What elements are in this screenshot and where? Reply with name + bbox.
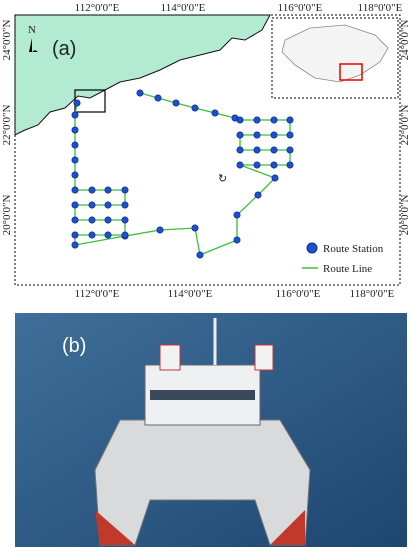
north-label: N — [28, 24, 36, 36]
ship-funnel — [159, 344, 181, 371]
route-station — [71, 171, 79, 179]
route-station — [121, 216, 129, 224]
right-label: 24°0'0"N — [399, 20, 411, 61]
route-station — [270, 131, 278, 139]
route-station — [104, 216, 112, 224]
cyclone-symbol: ↻ — [218, 173, 227, 185]
route-station — [270, 146, 278, 154]
route-station — [270, 161, 278, 169]
route-station — [71, 141, 79, 149]
route-station — [88, 186, 96, 194]
route-station — [253, 131, 261, 139]
route-station — [136, 89, 144, 97]
route-station — [88, 231, 96, 239]
route-station — [71, 156, 79, 164]
route-station — [73, 99, 81, 107]
route-station — [196, 251, 204, 259]
route-station — [71, 126, 79, 134]
route-station — [71, 241, 79, 249]
route-station — [233, 211, 241, 219]
route — [71, 89, 294, 259]
left-label: 22°0'0"N — [1, 105, 13, 146]
top-label: 114°0'0"E — [161, 2, 206, 14]
route-station — [233, 236, 241, 244]
route-station — [286, 146, 294, 154]
route-station — [121, 186, 129, 194]
route-station — [286, 116, 294, 124]
route-station — [172, 99, 180, 107]
route-station — [254, 191, 262, 199]
route-station — [286, 161, 294, 169]
legend-line: Route Line — [323, 263, 372, 275]
route-station — [71, 216, 79, 224]
bottom-label: 116°0'0"E — [276, 288, 321, 300]
ship-funnel — [254, 344, 274, 371]
route-station — [236, 116, 244, 124]
top-label: 112°0'0"E — [75, 2, 120, 14]
panel-label: (b) — [62, 335, 86, 357]
north-arrow — [29, 38, 38, 52]
route-station — [236, 161, 244, 169]
route-station — [253, 146, 261, 154]
ship-hull-red — [95, 510, 305, 545]
right-label: 22°0'0"N — [399, 105, 411, 146]
panel-label: (a) — [52, 38, 76, 60]
route-station — [154, 94, 162, 102]
route-station — [191, 104, 199, 112]
route-station — [286, 131, 294, 139]
route-station — [121, 201, 129, 209]
left-label: 24°0'0"N — [1, 20, 13, 61]
top-label: 116°0'0"E — [278, 2, 323, 14]
route-station — [71, 231, 79, 239]
route-station — [156, 226, 164, 234]
route-station — [71, 201, 79, 209]
bottom-label: 114°0'0"E — [168, 288, 213, 300]
route-station — [104, 186, 112, 194]
bottom-label: 112°0'0"E — [75, 288, 120, 300]
map-frame — [14, 14, 401, 286]
route-station — [88, 201, 96, 209]
route-station — [253, 161, 261, 169]
ship-windows — [150, 390, 255, 400]
inset-highlight — [339, 63, 363, 81]
route-station — [104, 231, 112, 239]
route-station — [236, 146, 244, 154]
left-label: 20°0'0"N — [1, 195, 13, 236]
route-station — [121, 231, 129, 239]
bottom-label: 118°0'0"E — [350, 288, 395, 300]
land — [14, 14, 271, 136]
route-station — [71, 111, 79, 119]
route-station — [271, 174, 279, 182]
top-label: 118°0'0"E — [358, 2, 403, 14]
route-station — [270, 116, 278, 124]
legend-station: Route Station — [323, 243, 384, 255]
route-station — [104, 201, 112, 209]
route-station — [88, 216, 96, 224]
route-station — [211, 109, 219, 117]
route-station — [191, 224, 199, 232]
route-station — [71, 186, 79, 194]
legend-station-icon — [306, 242, 318, 254]
right-label: 20°0'0"N — [399, 195, 411, 236]
route-station — [253, 116, 261, 124]
route-station — [236, 131, 244, 139]
